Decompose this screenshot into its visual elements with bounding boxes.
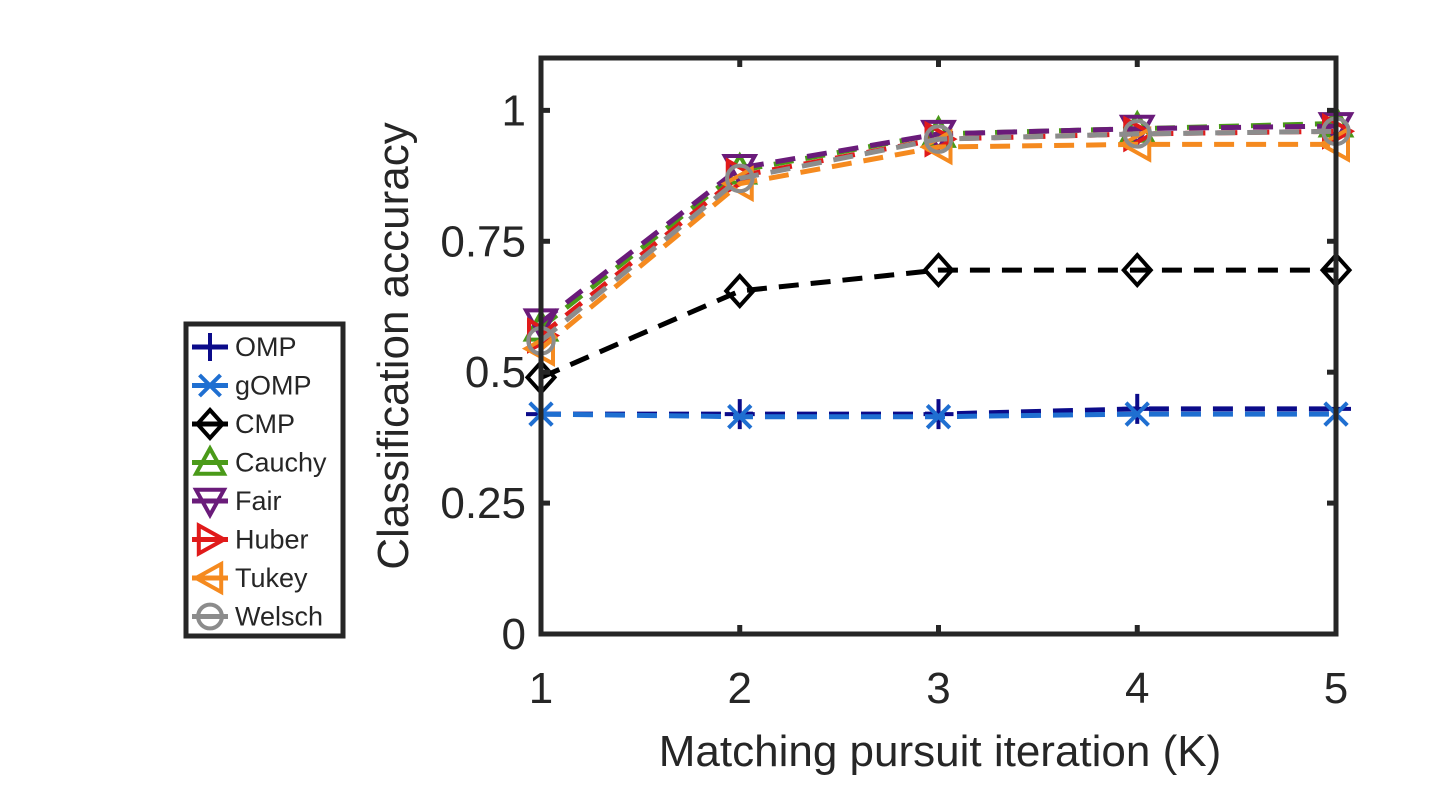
data-point-gomp-3	[925, 404, 952, 430]
legend-label-gomp: gOMP	[235, 371, 312, 401]
legend-marker-gomp	[198, 373, 222, 398]
legend-item-welsch: Welsch	[192, 602, 323, 632]
data-point-gomp-4	[1124, 401, 1150, 427]
data-point-omp-4	[1122, 393, 1153, 424]
legend-label-welsch: Welsch	[235, 602, 323, 632]
series-line-tukey	[539, 141, 1336, 351]
legend-label-fair: Fair	[235, 486, 282, 516]
legend: OMP gOMP CMP Cauchy Fair Huber Tukey Welsch	[183, 321, 346, 639]
y-tick-label-4: 1	[502, 86, 526, 135]
legend-label-tukey: Tukey	[235, 563, 308, 593]
legend-label-omp: OMP	[235, 332, 297, 362]
x-axis-label: Matching pursuit iteration (K)	[659, 727, 1221, 776]
y-tick-label-1: 0.25	[440, 479, 526, 528]
legend-item-tukey: Tukey	[191, 560, 308, 596]
data-point-welsch-3	[923, 124, 954, 154]
legend-item-cmp: CMP	[192, 407, 295, 441]
data-point-tukey-4	[1118, 126, 1152, 163]
x-tick-label-4: 4	[1125, 664, 1149, 713]
series-line-fair	[539, 123, 1337, 325]
y-tick-label-3: 0.75	[440, 217, 526, 266]
data-point-cmp-3	[922, 252, 955, 289]
legend-label-cmp: CMP	[235, 409, 295, 439]
legend-item-huber: Huber	[192, 522, 309, 557]
y-tick-label-0: 0	[502, 610, 526, 659]
legend-marker-welsch	[196, 602, 224, 631]
data-point-cmp-4	[1121, 252, 1154, 289]
legend-item-omp: OMP	[192, 332, 297, 362]
legend-item-gomp: gOMP	[192, 371, 312, 401]
data-point-gomp-2	[727, 404, 753, 430]
axes-layer: 1 2 3 4 5 0 0.25 0.5 0.75 1	[440, 55, 1348, 713]
legend-item-cauchy: Cauchy	[192, 444, 327, 478]
x-tick-label-5: 5	[1324, 664, 1348, 713]
data-point-welsch-4	[1122, 119, 1152, 149]
legend-marker-fair	[192, 487, 228, 520]
legend-label-cauchy: Cauchy	[235, 448, 327, 478]
x-tick-label-1: 1	[529, 664, 553, 713]
data-point-cmp-2	[723, 273, 756, 310]
legend-item-fair: Fair	[192, 486, 282, 520]
legend-marker-huber	[196, 522, 229, 557]
legend-marker-tukey	[191, 560, 224, 596]
legend-label-huber: Huber	[235, 525, 309, 555]
y-axis-label: Classification accuracy	[369, 122, 418, 570]
series-line-welsch	[539, 128, 1337, 343]
y-tick-label-2: 0.5	[465, 348, 526, 397]
legend-marker-cmp	[194, 407, 226, 441]
data-point-welsch-2	[725, 163, 755, 194]
legend-marker-omp	[196, 333, 224, 361]
legend-marker-cauchy	[192, 444, 228, 476]
x-tick-label-2: 2	[728, 664, 752, 713]
legend-box	[183, 321, 346, 639]
x-tick-label-3: 3	[926, 664, 950, 713]
series-line-cmp	[540, 267, 1336, 380]
